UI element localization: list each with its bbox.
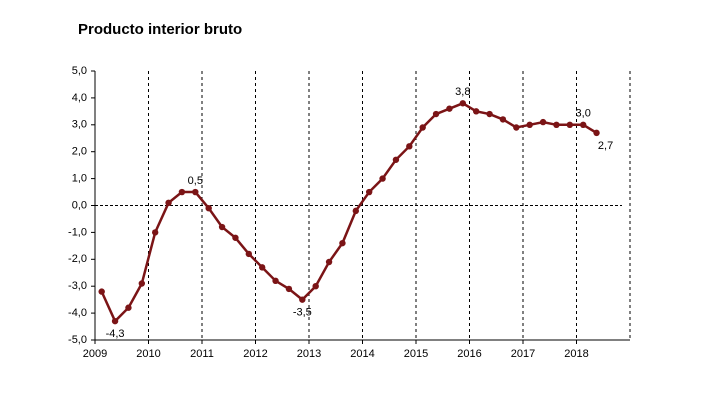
data-label: 3,0 [576, 108, 591, 120]
point [138, 280, 146, 287]
x-tick-label: 2010 [136, 348, 160, 360]
point [178, 188, 186, 196]
point [459, 100, 467, 107]
point [365, 188, 373, 196]
point [446, 105, 453, 112]
x-tick-label: 2012 [243, 348, 267, 360]
point [218, 223, 226, 231]
point [272, 277, 279, 285]
point [258, 264, 266, 271]
point [553, 121, 560, 128]
data-label: -4,3 [106, 328, 125, 340]
point [539, 118, 547, 126]
x-tick-label: 2013 [297, 348, 321, 360]
point [392, 156, 400, 163]
x-tick-label: 2018 [564, 348, 588, 360]
point [566, 121, 574, 128]
data-label: 0,5 [188, 175, 203, 187]
y-tick-label: 5,0 [72, 65, 87, 77]
point [472, 108, 480, 115]
point [352, 207, 360, 215]
point [499, 116, 507, 123]
x-tick-label: 2017 [511, 348, 535, 360]
point [232, 234, 239, 241]
x-tick-label: 2016 [457, 348, 481, 360]
y-tick-label: -1,0 [68, 226, 87, 238]
data-label: -3,5 [293, 307, 312, 319]
point [593, 129, 600, 137]
point [432, 110, 440, 118]
y-tick-label: -3,0 [68, 280, 87, 292]
y-tick-label: -2,0 [68, 253, 87, 265]
line [100, 101, 598, 324]
data-label: 2,7 [598, 140, 613, 152]
point [513, 124, 520, 131]
x-tick-label: 2015 [404, 348, 428, 360]
y-tick-label: -4,0 [68, 307, 87, 319]
point [205, 204, 212, 212]
x-tick-label: 2011 [190, 348, 214, 360]
point [125, 304, 132, 311]
chart-title: Producto interior bruto [78, 21, 242, 38]
point [285, 285, 293, 293]
x-tick-label: 2014 [350, 348, 374, 360]
data-label: 3,8 [455, 86, 470, 98]
y-tick-label: 3,0 [72, 119, 87, 131]
point [299, 296, 306, 303]
x-tick-label: 2009 [83, 348, 107, 360]
point [379, 175, 386, 182]
point [406, 143, 413, 150]
point [192, 188, 199, 196]
point [151, 229, 159, 236]
y-tick-label: 4,0 [72, 92, 87, 104]
y-tick-label: 0,0 [72, 199, 87, 211]
point [419, 124, 426, 131]
y-tick-label: -5,0 [68, 334, 87, 346]
point [579, 121, 587, 128]
y-tick-label: 2,0 [72, 146, 87, 158]
point [245, 250, 253, 258]
point [486, 110, 493, 118]
point [312, 283, 319, 290]
point [339, 239, 346, 247]
point [526, 121, 533, 128]
point [325, 258, 333, 266]
point [165, 199, 172, 207]
point [98, 288, 105, 295]
point [111, 317, 119, 325]
y-tick-label: 1,0 [72, 173, 87, 185]
